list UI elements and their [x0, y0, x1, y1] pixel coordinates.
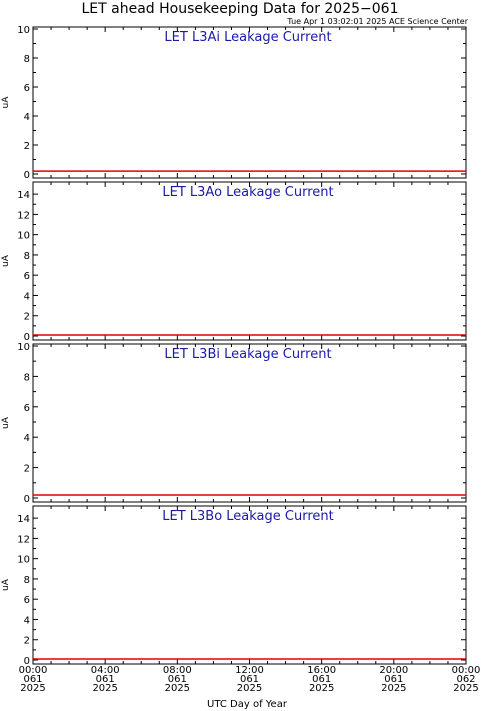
chart-panel: 0 2 4 6 8 10 uA LET L3Bi Leakage Current: [1, 342, 467, 505]
x-tick-label-year: 2025: [381, 683, 406, 694]
chart-panel: 0 2 4 6 8 10 uA LET L3Ai Leakage Current: [1, 25, 467, 181]
x-tick-label-time: 00:00: [19, 665, 48, 676]
x-tick-label-time: 12:00: [235, 665, 264, 676]
y-tick-label: 0: [24, 332, 30, 343]
plot-frame: [32, 181, 467, 341]
panel-title: LET L3Bo Leakage Current: [162, 509, 334, 524]
y-tick-label: 6: [24, 403, 30, 414]
x-tick-label-day: 061: [168, 674, 187, 685]
panel-title: LET L3Bi Leakage Current: [164, 347, 331, 362]
chart-panel: 0 2 4 6 8 10 12 14 uA LET L3Bo Leakage Current: [1, 505, 467, 667]
generated-timestamp: Tue Apr 1 03:02:01 2025 ACE Science Cent…: [286, 17, 468, 26]
y-tick-label: 4: [24, 291, 30, 302]
y-tick-label: 6: [24, 595, 30, 606]
y-tick-label: 0: [24, 494, 30, 505]
panel-title: LET L3Ao Leakage Current: [162, 185, 333, 200]
y-axis-label: uA: [1, 578, 11, 591]
x-tick-label-year: 2025: [92, 683, 117, 694]
y-tick-label: 10: [17, 231, 30, 242]
panels-group: 0 2 4 6 8 10 uA LET L3Ai Leakage Current 0 2 4 6 8 10…: [1, 25, 467, 667]
x-tick-label-day: 061: [240, 674, 259, 685]
y-tick-label: 2: [24, 312, 30, 323]
x-tick-label-time: 04:00: [91, 665, 120, 676]
x-tick-label-day: 062: [456, 674, 475, 685]
x-tick-label-time: 08:00: [163, 665, 192, 676]
y-tick-label: 8: [24, 54, 30, 65]
chart-panel: 0 2 4 6 8 10 12 14 uA LET L3Ao Leakage Current: [1, 181, 467, 343]
x-tick-label-day: 061: [312, 674, 331, 685]
y-tick-label: 0: [24, 656, 30, 667]
y-tick-label: 8: [24, 575, 30, 586]
y-tick-label: 2: [24, 636, 30, 647]
y-tick-label: 14: [17, 514, 30, 525]
x-tick-label-time: 16:00: [307, 665, 336, 676]
y-tick-label: 2: [24, 464, 30, 475]
x-tick-label-year: 2025: [453, 683, 478, 694]
x-tick-label-year: 2025: [237, 683, 262, 694]
y-axis-label: uA: [1, 254, 11, 267]
y-tick-label: 12: [17, 534, 30, 545]
y-tick-label: 12: [17, 210, 30, 221]
y-axis-label: uA: [1, 416, 11, 429]
plot-frame: [32, 505, 467, 665]
panel-title: LET L3Ai Leakage Current: [164, 30, 331, 45]
y-tick-label: 8: [24, 372, 30, 383]
y-tick-label: 4: [24, 433, 30, 444]
x-tick-label-day: 061: [384, 674, 403, 685]
y-axis-label: uA: [1, 96, 11, 109]
plot-frame: [32, 343, 467, 503]
y-tick-label: 6: [24, 271, 30, 282]
x-tick-label-time: 00:00: [452, 665, 481, 676]
x-axis: 00:00061202504:00061202508:00061202512:0…: [19, 665, 481, 694]
y-tick-label: 14: [17, 190, 30, 201]
y-tick-label: 0: [24, 170, 30, 181]
x-tick-label-day: 061: [96, 674, 115, 685]
x-tick-label-day: 061: [23, 674, 42, 685]
x-tick-label-year: 2025: [20, 683, 45, 694]
y-tick-label: 6: [24, 83, 30, 94]
x-tick-label-year: 2025: [165, 683, 190, 694]
y-tick-label: 10: [17, 555, 30, 566]
y-tick-label: 8: [24, 251, 30, 262]
x-tick-label-year: 2025: [309, 683, 334, 694]
figure-title: LET ahead Housekeeping Data for 2025−061: [82, 1, 399, 17]
y-tick-label: 10: [17, 25, 30, 36]
y-tick-label: 10: [17, 342, 30, 353]
y-tick-label: 4: [24, 615, 30, 626]
x-axis-label: UTC Day of Year: [207, 699, 288, 710]
plot-frame: [32, 26, 467, 179]
y-tick-label: 4: [24, 112, 30, 123]
x-tick-label-time: 20:00: [379, 665, 408, 676]
y-tick-label: 2: [24, 141, 30, 152]
